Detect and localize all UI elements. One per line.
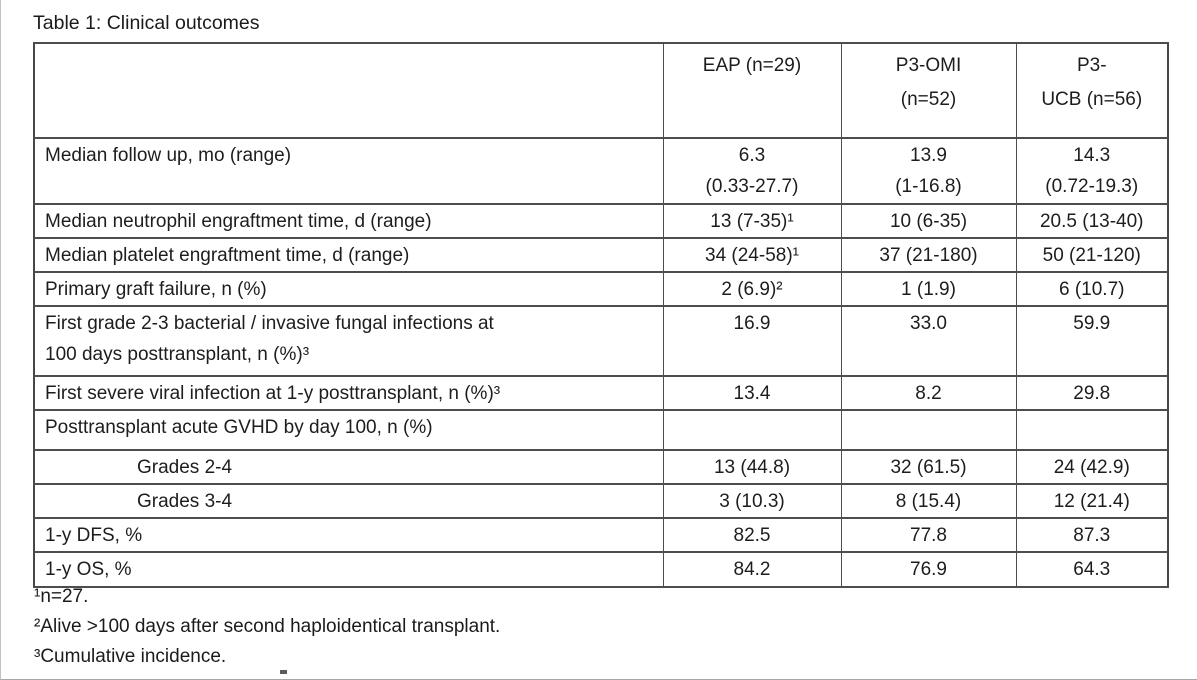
header-cell-eap: EAP (n=29) (662, 42, 842, 139)
header-cell-p3-omi: P3-OMI (n=52) (840, 42, 1017, 139)
cell-value: 1 (1.9) (840, 271, 1017, 307)
row-label: First severe viral infection at 1-y post… (33, 375, 664, 411)
footnote-3: ³Cumulative incidence. (34, 646, 227, 667)
cell-value: 6 (10.7) (1015, 271, 1169, 307)
table-header-row: EAP (n=29) P3-OMI (n=52) P3- UCB (n=56) (33, 42, 1169, 139)
cell-value: 16.9 (662, 305, 842, 377)
cell-value: 13 (7-35)¹ (662, 203, 842, 239)
cell-value: 37 (21-180) (840, 237, 1017, 273)
cell-value: 14.3 (0.72-19.3) (1015, 137, 1169, 205)
table-row-bacterial-fungal-infections: First grade 2-3 bacterial / invasive fun… (33, 305, 1169, 377)
row-label: Primary graft failure, n (%) (33, 271, 664, 307)
table-row-acute-gvhd: Posttransplant acute GVHD by day 100, n … (33, 409, 1169, 451)
cell-value: 29.8 (1015, 375, 1169, 411)
row-label: Posttransplant acute GVHD by day 100, n … (33, 409, 664, 451)
table-row-neutrophil-engraftment: Median neutrophil engraftment time, d (r… (33, 203, 1169, 239)
table-row-1y-dfs: 1-y DFS, % 82.5 77.8 87.3 (33, 517, 1169, 553)
table-row-median-follow-up: Median follow up, mo (range) 6.3 (0.33-2… (33, 137, 1169, 205)
cell-value: 82.5 (662, 517, 842, 553)
cell-value: 76.9 (840, 551, 1017, 588)
stray-mark (280, 670, 287, 674)
cell-value: 24 (42.9) (1015, 449, 1169, 485)
cell-value: 13.4 (662, 375, 842, 411)
cell-value (1015, 409, 1169, 451)
cell-value: 13 (44.8) (662, 449, 842, 485)
cell-value: 34 (24-58)¹ (662, 237, 842, 273)
cell-value: 77.8 (840, 517, 1017, 553)
cell-value: 8 (15.4) (840, 483, 1017, 519)
cell-value: 50 (21-120) (1015, 237, 1169, 273)
cell-value: 64.3 (1015, 551, 1169, 588)
row-label: Grades 3-4 (33, 483, 664, 519)
cell-value: 87.3 (1015, 517, 1169, 553)
cell-value: 32 (61.5) (840, 449, 1017, 485)
row-label: Grades 2-4 (33, 449, 664, 485)
footnote-2: ²Alive >100 days after second haploident… (34, 616, 501, 637)
table-row-platelet-engraftment: Median platelet engraftment time, d (ran… (33, 237, 1169, 273)
cell-value: 59.9 (1015, 305, 1169, 377)
cell-value (662, 409, 842, 451)
cell-value: 84.2 (662, 551, 842, 588)
cell-value: 12 (21.4) (1015, 483, 1169, 519)
table-caption: Table 1: Clinical outcomes (33, 12, 260, 34)
cell-value: 10 (6-35) (840, 203, 1017, 239)
cell-value (840, 409, 1017, 451)
table-row-severe-viral-infection: First severe viral infection at 1-y post… (33, 375, 1169, 411)
table-row-gvhd-grades-2-4: Grades 2-4 13 (44.8) 32 (61.5) 24 (42.9) (33, 449, 1169, 485)
row-label: Median neutrophil engraftment time, d (r… (33, 203, 664, 239)
cell-value: 6.3 (0.33-27.7) (662, 137, 842, 205)
row-label: 1-y DFS, % (33, 517, 664, 553)
row-label: First grade 2-3 bacterial / invasive fun… (33, 305, 664, 377)
cell-value: 8.2 (840, 375, 1017, 411)
row-label: Median follow up, mo (range) (33, 137, 664, 205)
row-label: Median platelet engraftment time, d (ran… (33, 237, 664, 273)
table-row-gvhd-grades-3-4: Grades 3-4 3 (10.3) 8 (15.4) 12 (21.4) (33, 483, 1169, 519)
table-row-primary-graft-failure: Primary graft failure, n (%) 2 (6.9)² 1 … (33, 271, 1169, 307)
cell-value: 33.0 (840, 305, 1017, 377)
footnote-1: ¹n=27. (34, 586, 89, 607)
cell-value: 3 (10.3) (662, 483, 842, 519)
clinical-outcomes-table: EAP (n=29) P3-OMI (n=52) P3- UCB (n=56) … (33, 42, 1169, 588)
table-row-1y-os: 1-y OS, % 84.2 76.9 64.3 (33, 551, 1169, 588)
footnotes: ¹n=27. ²Alive >100 days after second hap… (34, 582, 500, 672)
cell-value: 13.9 (1-16.8) (840, 137, 1017, 205)
header-cell-empty (33, 42, 664, 139)
header-cell-p3-ucb: P3- UCB (n=56) (1015, 42, 1169, 139)
cell-value: 2 (6.9)² (662, 271, 842, 307)
cell-value: 20.5 (13-40) (1015, 203, 1169, 239)
row-label: 1-y OS, % (33, 551, 664, 588)
